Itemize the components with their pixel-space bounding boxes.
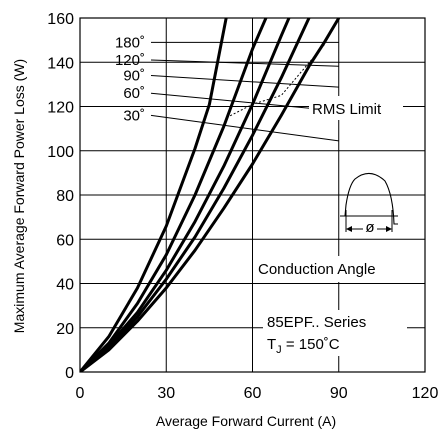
y-tick-label: 60 — [56, 232, 74, 249]
conduction-angle-label: Conduction Angle — [258, 261, 376, 278]
leader-line — [150, 92, 339, 112]
y-tick-label: 160 — [47, 11, 74, 28]
x-tick-label: 0 — [76, 385, 85, 402]
curve-180deg — [80, 18, 341, 372]
curve-30deg — [80, 18, 228, 372]
x-axis-title: Average Forward Current (A) — [156, 413, 336, 429]
rms-limit-line — [226, 44, 325, 119]
curve-90deg — [80, 18, 291, 372]
y-tick-label: 20 — [56, 321, 74, 338]
leader-line — [150, 114, 339, 142]
y-tick-label: 40 — [56, 277, 74, 294]
rms-limit-label: RMS Limit — [312, 101, 382, 118]
leader-line — [150, 75, 339, 88]
conduction-waveform-icon: ø — [340, 172, 398, 236]
angle-label-120: 120˚ — [115, 52, 145, 69]
y-tick-label: 80 — [56, 188, 74, 205]
label-leaders — [150, 41, 339, 142]
angle-label-30: 30˚ — [123, 107, 145, 124]
temp-subscript: J — [276, 344, 282, 356]
x-tick-label: 30 — [157, 385, 175, 402]
angle-label-90: 90˚ — [123, 68, 145, 85]
angle-label-60: 60˚ — [123, 85, 145, 102]
y-tick-label: 140 — [47, 55, 74, 72]
angle-label-180: 180˚ — [115, 34, 145, 51]
y-tick-label: 0 — [65, 365, 74, 382]
curve-60deg — [80, 18, 268, 372]
x-tick-label: 120 — [412, 385, 439, 402]
y-tick-label: 100 — [47, 144, 74, 161]
curve-120deg — [80, 18, 311, 372]
axis-ticks: 0 30 60 90 120 0 20 40 60 80 100 120 140 160 — [47, 11, 438, 402]
rms-limit-curve — [226, 44, 325, 119]
series-label: 85EPF.. Series — [267, 314, 366, 331]
phi-symbol: ø — [365, 219, 374, 236]
x-tick-label: 60 — [244, 385, 262, 402]
junction-temp-label: TJ = 150˚C — [267, 336, 340, 356]
y-tick-label: 120 — [47, 100, 74, 117]
x-tick-label: 90 — [330, 385, 348, 402]
curves — [80, 18, 341, 372]
temp-prefix: T — [267, 336, 276, 353]
leader-line — [150, 59, 339, 67]
angle-labels: 180˚120˚90˚60˚ 30˚ — [115, 34, 145, 124]
temp-value: = 150˚C — [282, 336, 340, 353]
y-axis-title: Maximum Average Forward Power Loss (W) — [11, 59, 27, 333]
